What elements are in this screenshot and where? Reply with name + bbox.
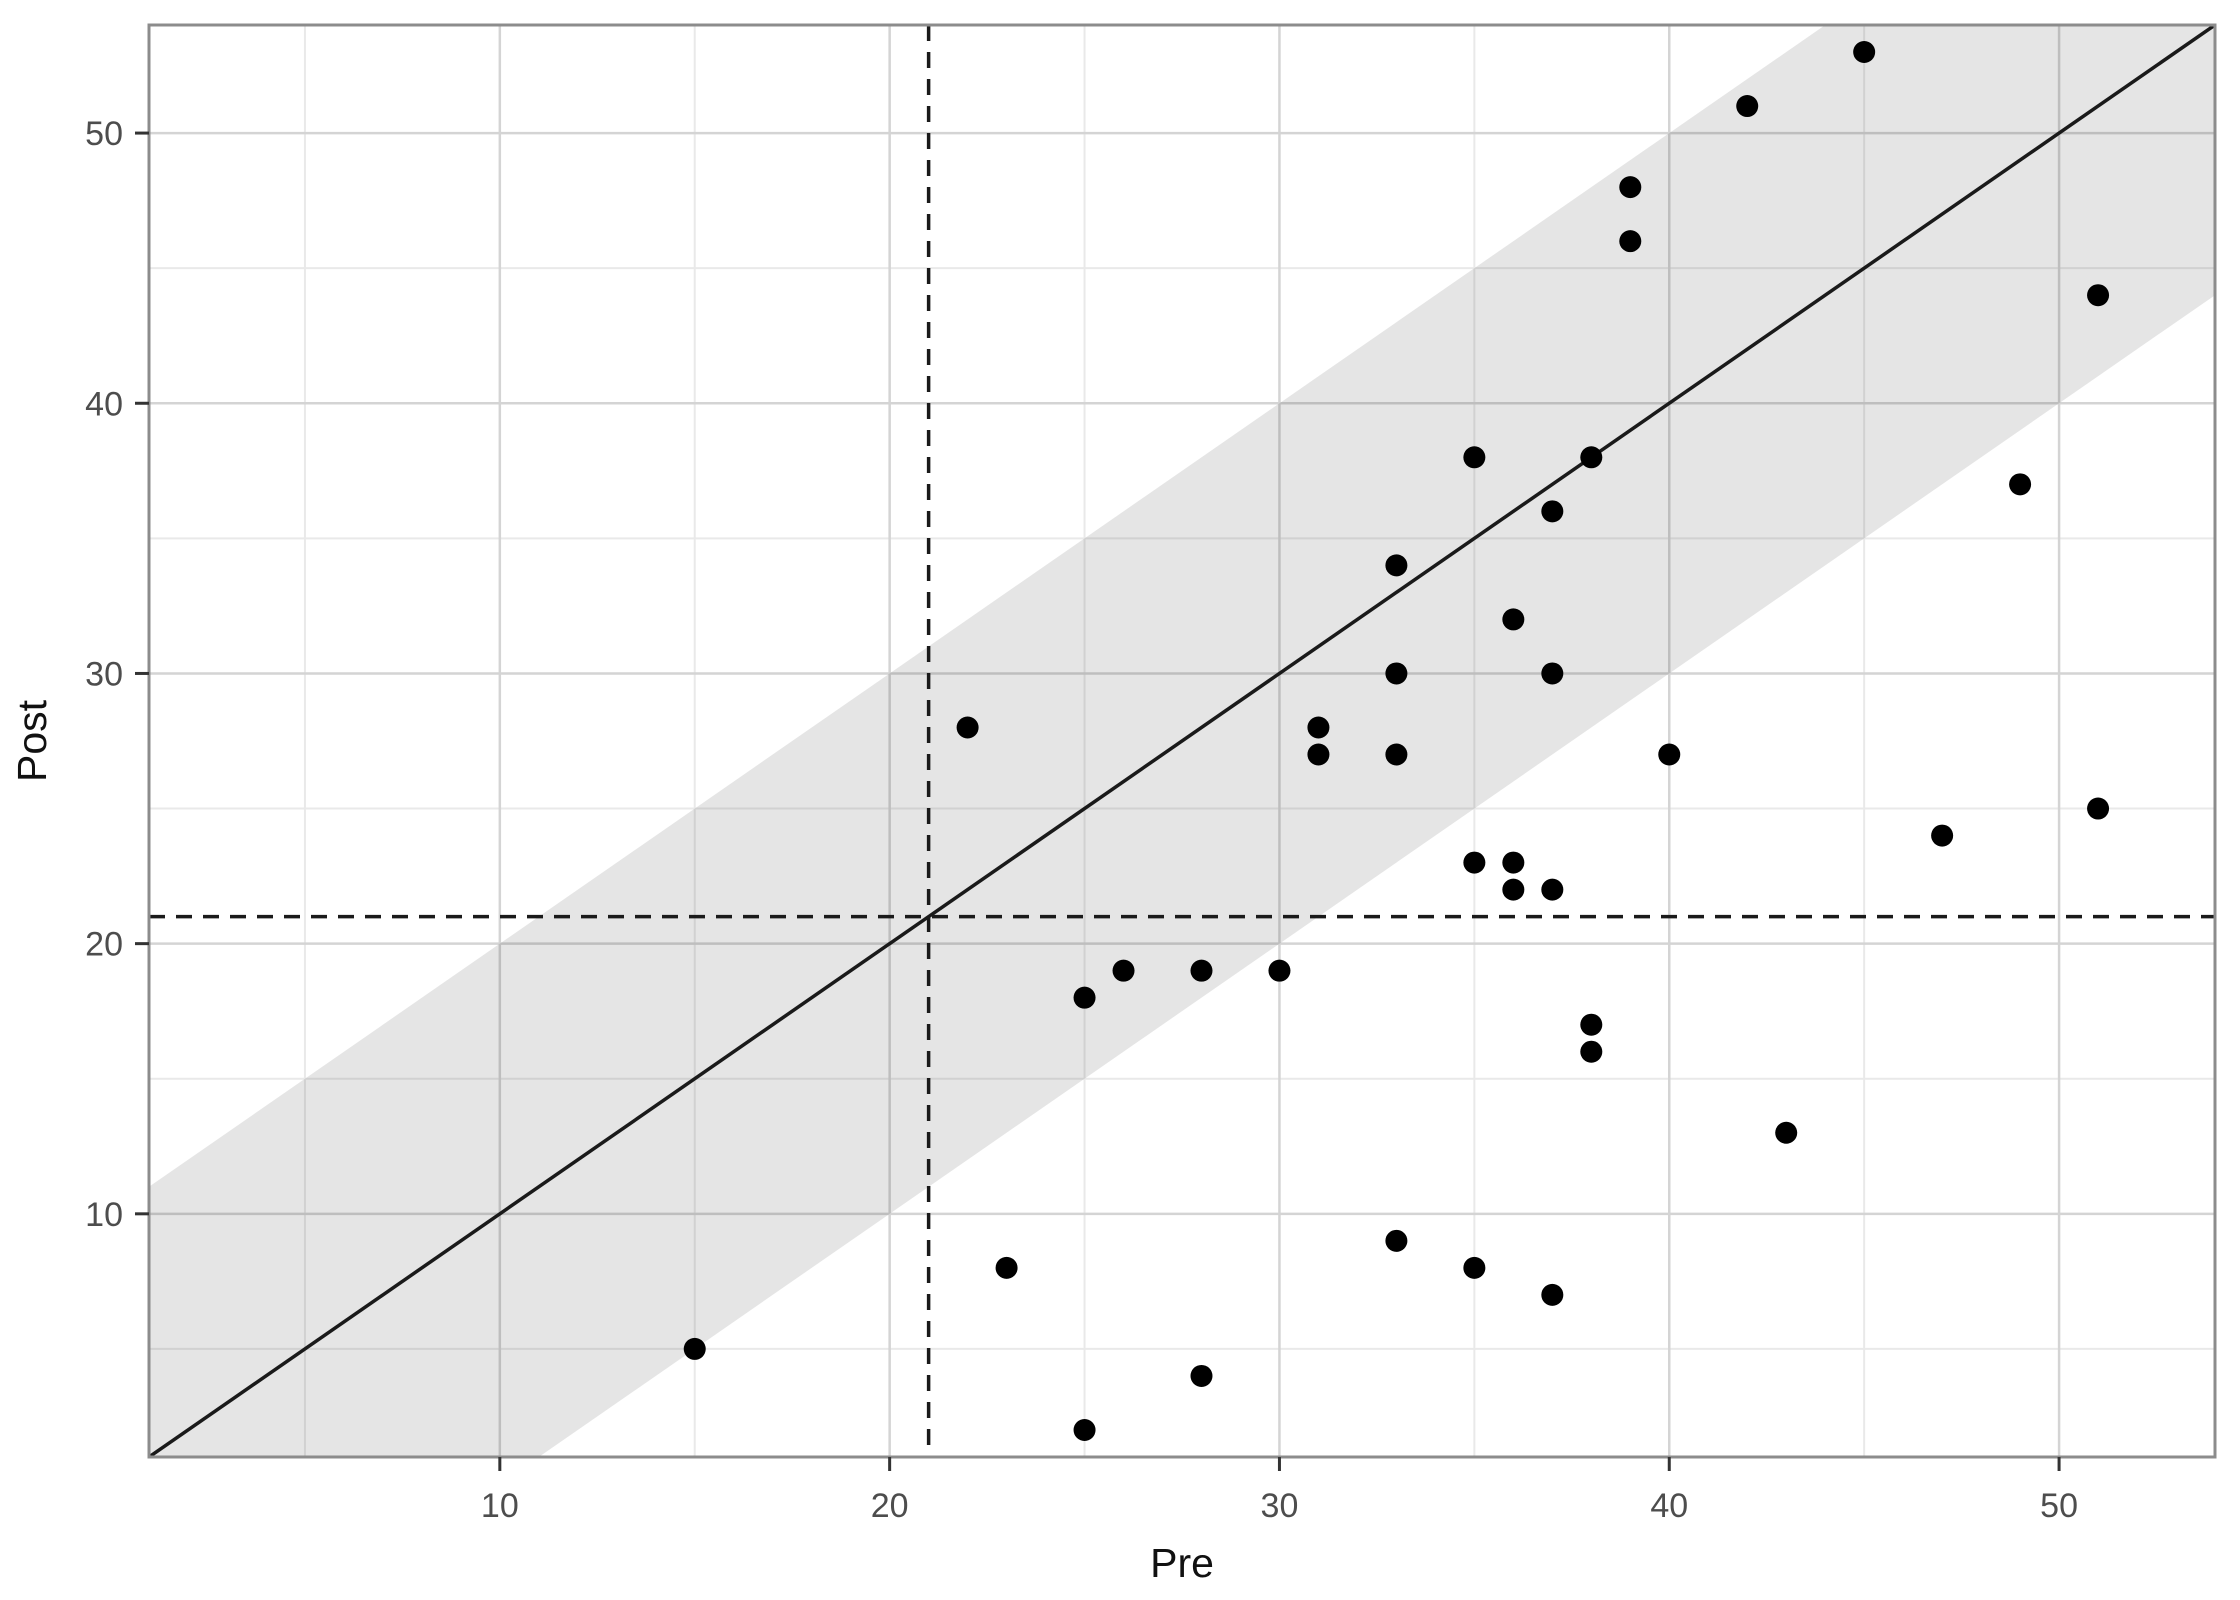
data-point xyxy=(2087,284,2110,307)
y-tick-label: 50 xyxy=(85,115,123,153)
data-point xyxy=(1385,554,1408,577)
data-point xyxy=(1502,608,1525,631)
y-tick-label: 30 xyxy=(85,655,123,693)
panel-border-rect xyxy=(147,23,2217,1459)
gridlines xyxy=(149,25,2215,1457)
x-tick-label: 50 xyxy=(2040,1487,2078,1525)
data-point xyxy=(1853,41,1876,64)
data-point xyxy=(1502,878,1525,901)
data-points xyxy=(683,41,2110,1441)
y-axis-title: Post xyxy=(9,699,55,782)
data-point xyxy=(1736,95,1759,118)
data-point xyxy=(956,716,979,739)
axis-ticks: 10 20 30 40 50 10 20 30 40 50 xyxy=(85,115,2078,1525)
data-point xyxy=(1073,1418,1096,1441)
data-point xyxy=(1580,1040,1603,1063)
y-tick-label: 40 xyxy=(85,385,123,423)
data-point xyxy=(1775,1121,1798,1144)
data-point xyxy=(1619,176,1642,199)
data-point xyxy=(1307,743,1330,766)
data-point xyxy=(1385,1229,1408,1252)
data-point xyxy=(1463,1256,1486,1279)
data-point xyxy=(1463,851,1486,874)
x-axis-title: Pre xyxy=(1150,1540,1214,1586)
data-point xyxy=(1658,743,1681,766)
x-tick-label: 30 xyxy=(1261,1487,1299,1525)
data-point xyxy=(1385,743,1408,766)
data-point xyxy=(1580,446,1603,469)
x-tick-label: 10 xyxy=(481,1487,519,1525)
data-point xyxy=(1307,716,1330,739)
data-point xyxy=(1502,851,1525,874)
data-point xyxy=(2087,797,2110,820)
data-point xyxy=(1541,878,1564,901)
y-tick-label: 10 xyxy=(85,1196,123,1234)
data-point xyxy=(1541,500,1564,523)
data-point xyxy=(1268,959,1291,982)
data-point xyxy=(1619,230,1642,253)
data-point xyxy=(1385,662,1408,685)
x-tick-label: 40 xyxy=(1650,1487,1688,1525)
panel-border xyxy=(147,23,2217,1459)
data-point xyxy=(995,1256,1018,1279)
y-tick-label: 20 xyxy=(85,926,123,964)
data-point xyxy=(1112,959,1135,982)
data-point xyxy=(1541,1283,1564,1306)
data-point xyxy=(683,1337,706,1360)
data-point xyxy=(1463,446,1486,469)
data-point xyxy=(2009,473,2032,496)
data-point xyxy=(1541,662,1564,685)
data-point xyxy=(1190,1364,1213,1387)
data-point xyxy=(1190,959,1213,982)
data-point xyxy=(1931,824,1954,847)
x-tick-label: 20 xyxy=(871,1487,909,1525)
data-point xyxy=(1073,986,1096,1009)
data-point xyxy=(1580,1013,1603,1036)
